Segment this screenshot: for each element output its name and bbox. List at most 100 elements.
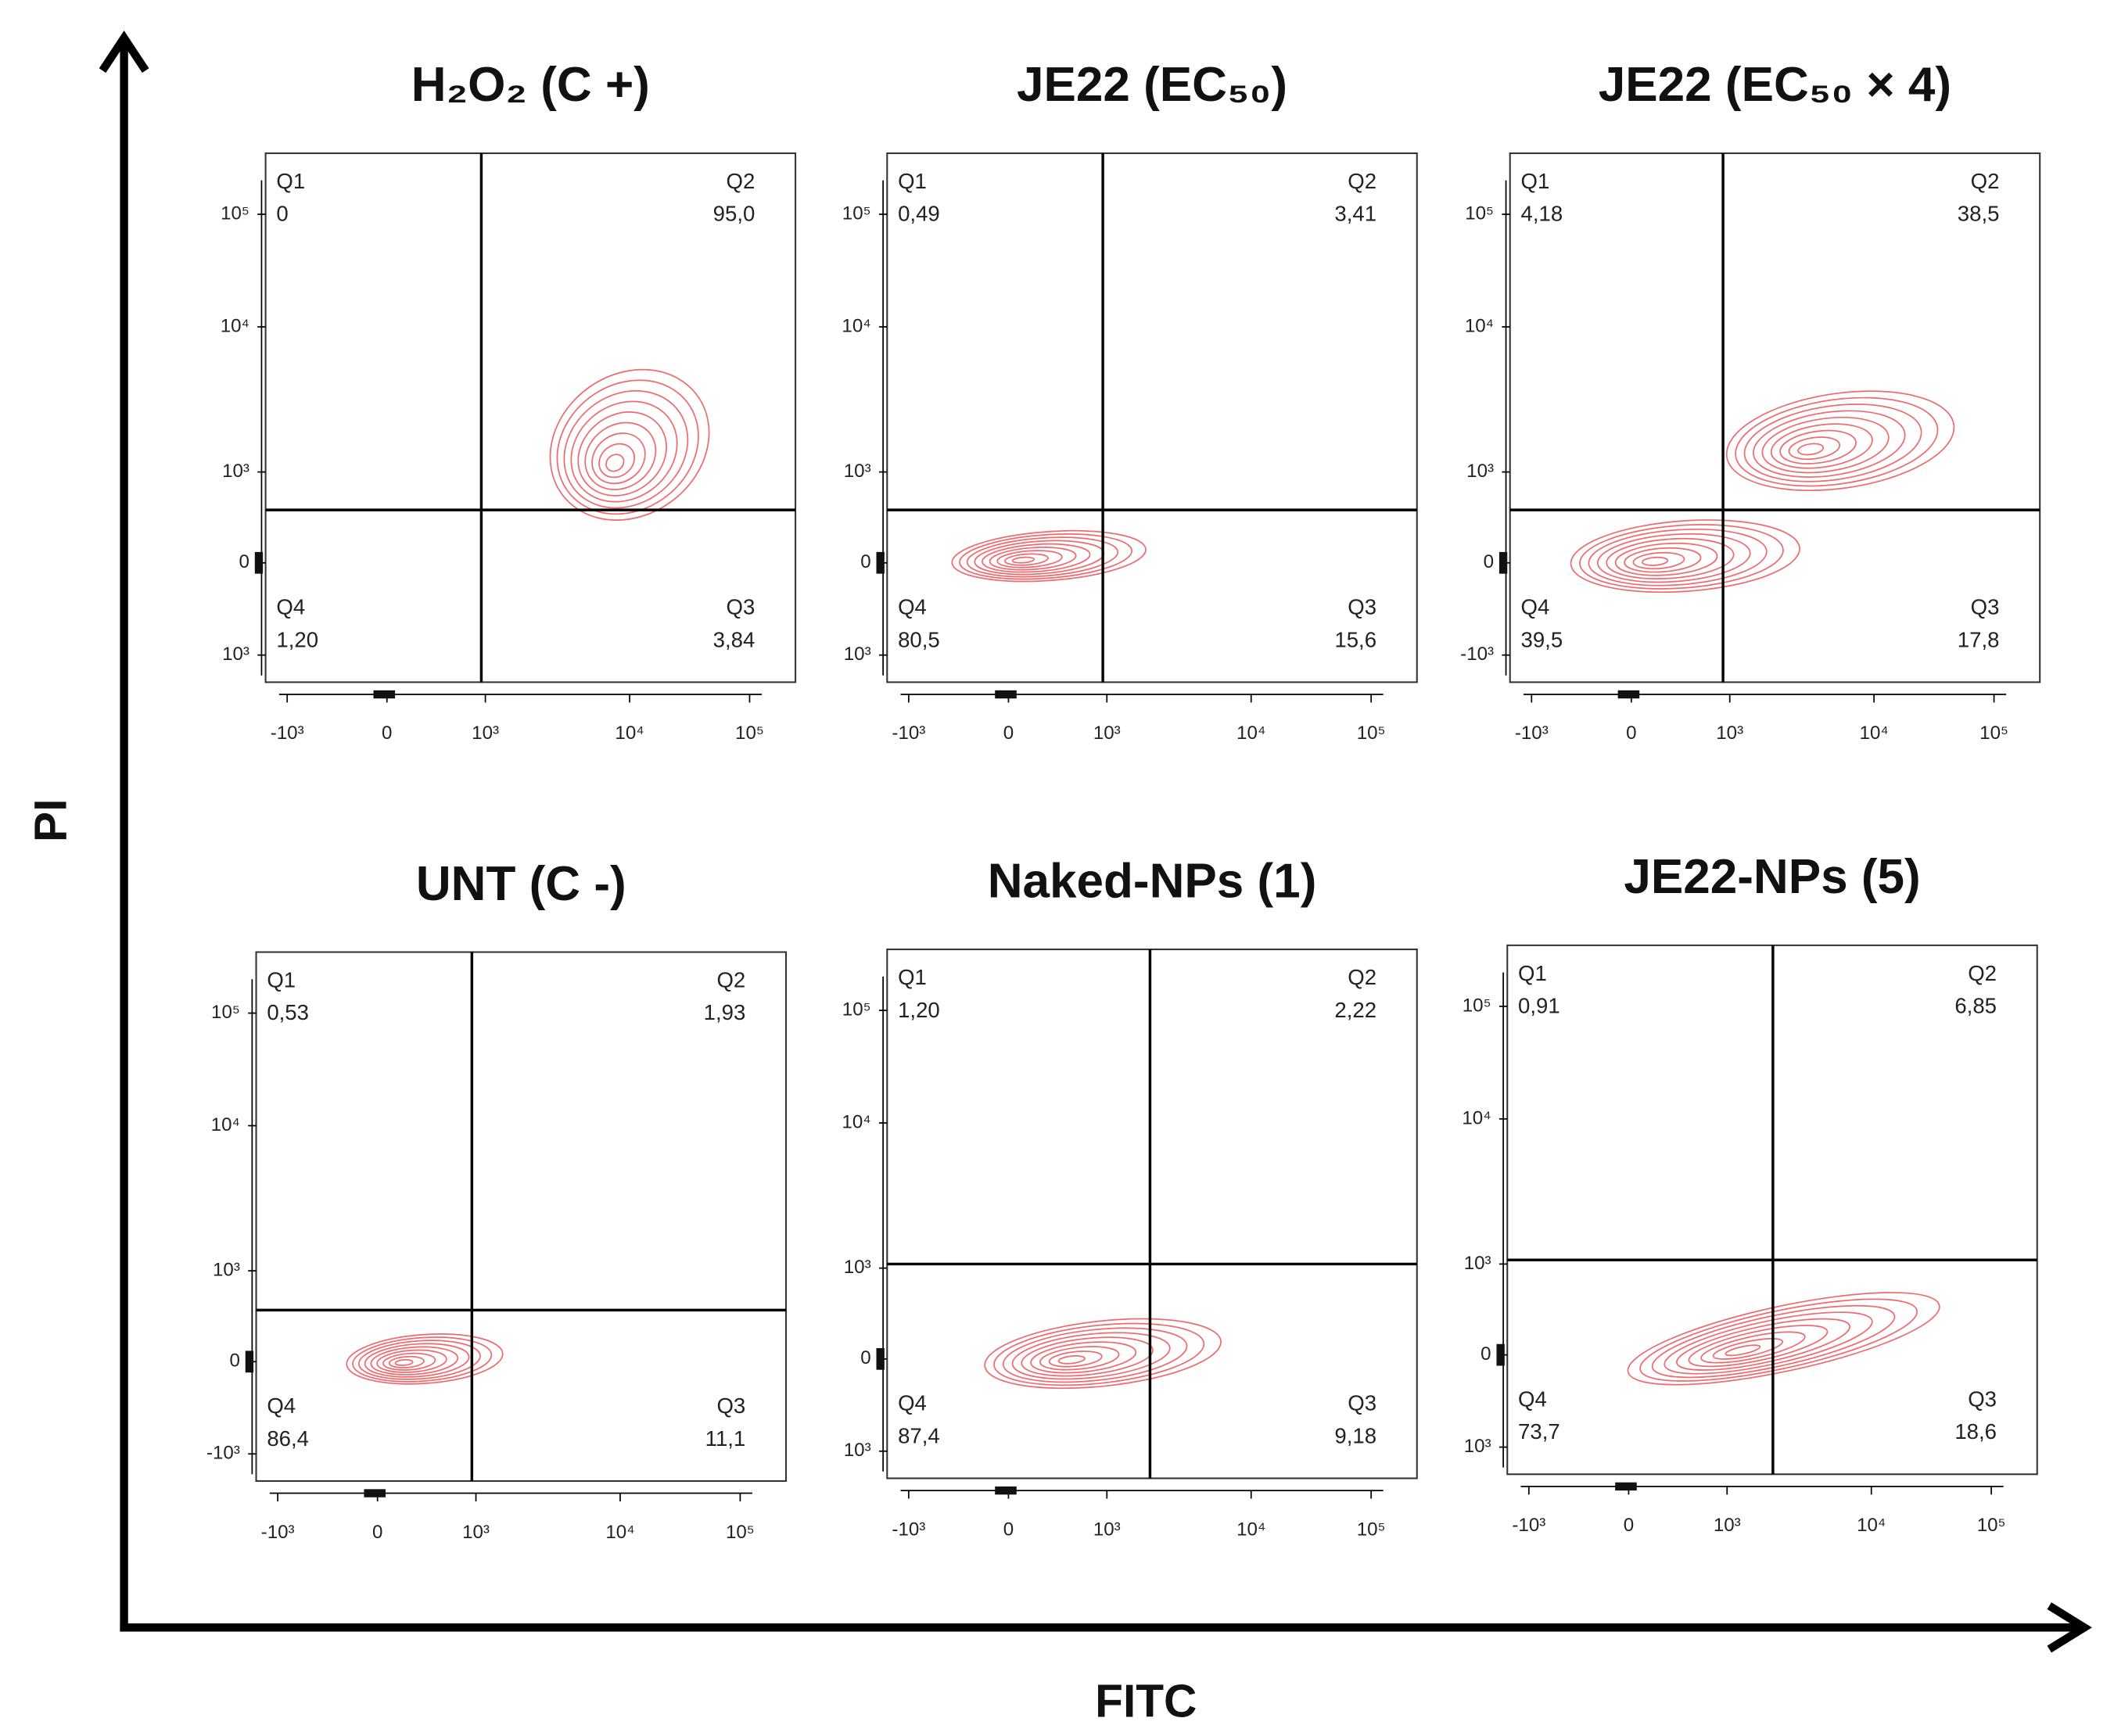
y-zero-cluster (876, 551, 885, 574)
y-tick-label: 0 (860, 551, 870, 572)
quadrant-value: 1,93 (704, 1000, 746, 1024)
panel-title: JE22 (EC₅₀) (1017, 58, 1287, 112)
contour (1021, 1336, 1154, 1377)
contour (1039, 1346, 1120, 1371)
y-tick-label: 0 (1484, 551, 1494, 572)
contour (1779, 429, 1857, 464)
quadrant-value: 87,4 (898, 1423, 940, 1447)
panel: Naked-NPs (1) Q1 1,20 Q2 2,22 Q4 87,4 Q3 9,18 10⁵… (842, 854, 1418, 1540)
x-tick-label: 0 (382, 723, 392, 744)
contour (1700, 1331, 1806, 1364)
x-tick-label: 0 (1003, 1519, 1014, 1540)
y-tick-label: 10³ (844, 644, 871, 665)
contour (382, 1352, 436, 1371)
plot-frame (886, 152, 1418, 683)
y-tick-label: 0 (229, 1350, 239, 1372)
contour (584, 421, 657, 490)
quadrant-name: Q4 (1518, 1386, 1547, 1411)
panel-title: H₂O₂ (C +) (411, 58, 650, 112)
x-tick-label: 10⁵ (1357, 723, 1386, 744)
contour (1606, 537, 1735, 579)
x-tick-label: 0 (1003, 723, 1014, 744)
contour (352, 1336, 493, 1383)
y-tick-label: 10³ (1464, 1436, 1491, 1457)
y-tick-label: 10⁴ (1462, 1107, 1491, 1128)
y-tick-label: 10³ (844, 461, 871, 482)
x-tick-label: 10³ (472, 723, 499, 744)
contour (982, 543, 1091, 573)
y-tick-label: 0 (239, 551, 249, 572)
contour (1688, 1325, 1829, 1368)
contour (993, 1322, 1205, 1386)
contour (556, 379, 699, 515)
quadrant-name: Q2 (716, 968, 745, 992)
quadrant-value: 73,7 (1518, 1419, 1560, 1444)
quadrant-value: 80,5 (898, 627, 940, 651)
x-zero-cluster (1615, 1482, 1637, 1491)
quadrant-name: Q1 (898, 169, 927, 193)
y-tick-label: 10⁴ (842, 315, 870, 336)
contour (1676, 1318, 1851, 1371)
x-tick-label: 10⁵ (1979, 723, 2008, 744)
contour (1743, 404, 1922, 482)
y-tick-label: -10³ (206, 1443, 240, 1464)
panel: UNT (C -) Q1 0,53 Q2 1,93 Q4 86,4 Q3 11,1 10⁵ 10⁴ 1… (206, 857, 788, 1543)
contour (959, 533, 1132, 580)
contour (346, 1333, 504, 1385)
quadrant-value: 17,8 (1958, 627, 2000, 651)
quadrant-name: Q2 (1971, 169, 2000, 193)
contour (570, 400, 678, 503)
contour (1596, 533, 1751, 583)
quadrant-value: 6,85 (1954, 994, 1997, 1018)
y-axis-arrow (99, 30, 149, 74)
quadrant-name: Q1 (1518, 961, 1547, 985)
y-tick-label: 10³ (222, 644, 249, 665)
y-zero-cluster (245, 1350, 254, 1373)
contour (1011, 1332, 1171, 1380)
contour (1651, 1304, 1896, 1379)
contour (1725, 390, 1955, 492)
y-tick-label: 10⁵ (211, 1002, 240, 1023)
quadrant-value: 3,84 (713, 627, 756, 651)
contour (1632, 551, 1685, 570)
contour (1725, 1344, 1761, 1357)
x-tick-label: 0 (1626, 723, 1636, 744)
y-tick-label: 10⁵ (1465, 203, 1494, 224)
x-tick-label: 10⁴ (1236, 1519, 1265, 1540)
x-tick-label: 10³ (1714, 1515, 1741, 1536)
plot-frame (255, 951, 788, 1482)
contour (1002, 1327, 1188, 1383)
quadrant-value: 2,22 (1334, 998, 1376, 1022)
plot-frame (1509, 152, 2041, 683)
x-tick-label: 10⁵ (1357, 1519, 1386, 1540)
panel-title: JE22 (EC₅₀ × 4) (1599, 58, 1951, 112)
contour (1712, 1337, 1784, 1360)
y-axis-label: PI (26, 798, 77, 842)
panel: H₂O₂ (C +) Q1 0 Q2 95,0 Q4 1,20 Q3 3,84 10⁵ 10⁴ 10³… (221, 58, 797, 744)
quadrant-name: Q1 (267, 968, 296, 992)
contour (1057, 1355, 1086, 1365)
contour (1570, 519, 1800, 594)
quadrant-value: 3,41 (1334, 202, 1376, 226)
quadrant-name: Q3 (1968, 1386, 1997, 1411)
x-tick-label: 10⁵ (735, 723, 764, 744)
contour (1753, 410, 1906, 478)
contour (1642, 556, 1669, 566)
quadrant-value: 11,1 (705, 1426, 746, 1451)
quadrant-name: Q3 (1348, 595, 1376, 619)
y-tick-label: 10⁴ (1465, 315, 1494, 336)
x-tick-label: 0 (1624, 1515, 1634, 1536)
contour (1588, 529, 1768, 586)
x-zero-cluster (1617, 690, 1640, 699)
contour (1761, 416, 1890, 474)
x-tick-label: 10³ (1093, 1519, 1121, 1540)
y-tick-label: 10⁵ (1463, 995, 1491, 1016)
y-tick-label: 10³ (1464, 1253, 1491, 1274)
panel: JE22 (EC₅₀ × 4) Q1 4,18 Q2 38,5 Q4 39,5 Q3 17,8 1… (1460, 58, 2041, 744)
quadrant-value: 39,5 (1521, 627, 1563, 651)
quadrant-value: 0,53 (267, 1000, 309, 1024)
x-tick-label: 10³ (462, 1522, 490, 1543)
x-axis-arrow (2047, 1602, 2092, 1653)
y-tick-label: 0 (1481, 1343, 1491, 1365)
